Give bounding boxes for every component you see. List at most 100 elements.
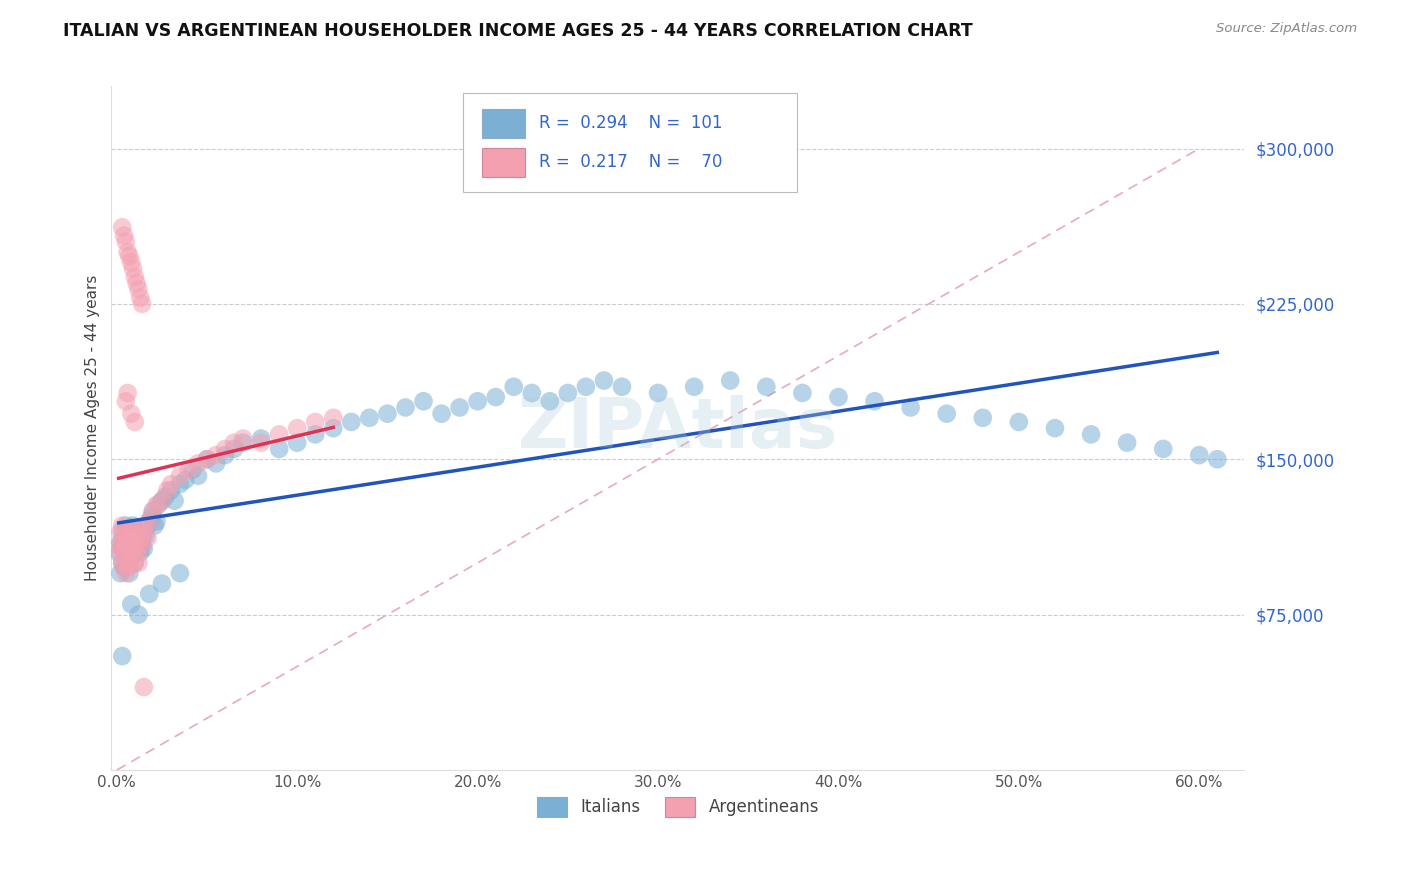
Italians — [520, 386, 543, 401]
Italians — [755, 380, 778, 394]
Italians — [139, 510, 162, 524]
Italians — [718, 374, 741, 388]
Argentineans — [160, 477, 183, 491]
Argentineans — [124, 269, 146, 284]
Argentineans — [112, 228, 135, 243]
Italians — [107, 545, 129, 559]
Italians — [1188, 448, 1211, 462]
Argentineans — [322, 410, 344, 425]
Italians — [145, 515, 167, 529]
Argentineans — [127, 556, 149, 570]
Argentineans — [136, 531, 159, 545]
Italians — [359, 410, 381, 425]
Italians — [138, 515, 160, 529]
Italians — [163, 493, 186, 508]
Argentineans — [138, 515, 160, 529]
Text: R =  0.294    N =  101: R = 0.294 N = 101 — [538, 114, 723, 132]
Argentineans — [115, 235, 138, 249]
Argentineans — [120, 539, 142, 553]
Argentineans — [214, 442, 236, 456]
Italians — [169, 477, 191, 491]
Argentineans — [115, 545, 138, 559]
Italians — [900, 401, 922, 415]
Argentineans — [124, 415, 146, 429]
Italians — [467, 394, 489, 409]
Italians — [972, 410, 994, 425]
Italians — [430, 407, 453, 421]
Y-axis label: Householder Income Ages 25 - 44 years: Householder Income Ages 25 - 44 years — [86, 275, 100, 582]
Italians — [110, 535, 132, 549]
Argentineans — [125, 524, 148, 539]
Argentineans — [132, 524, 155, 539]
Italians — [160, 483, 183, 498]
Argentineans — [222, 435, 245, 450]
Italians — [132, 524, 155, 539]
Argentineans — [111, 518, 134, 533]
Italians — [195, 452, 218, 467]
Text: R =  0.217    N =    70: R = 0.217 N = 70 — [538, 153, 721, 171]
Italians — [285, 435, 308, 450]
Italians — [136, 518, 159, 533]
Argentineans — [129, 291, 152, 305]
Italians — [117, 524, 139, 539]
Argentineans — [117, 531, 139, 545]
Italians — [557, 386, 579, 401]
Argentineans — [269, 427, 291, 442]
Italians — [593, 374, 616, 388]
Italians — [118, 531, 141, 545]
Italians — [150, 576, 173, 591]
Argentineans — [187, 457, 209, 471]
Argentineans — [111, 220, 134, 235]
Argentineans — [117, 556, 139, 570]
Italians — [304, 427, 326, 442]
Argentineans — [205, 448, 228, 462]
Italians — [827, 390, 849, 404]
Italians — [155, 490, 177, 504]
Argentineans — [285, 421, 308, 435]
Italians — [111, 648, 134, 663]
Text: ITALIAN VS ARGENTINEAN HOUSEHOLDER INCOME AGES 25 - 44 YEARS CORRELATION CHART: ITALIAN VS ARGENTINEAN HOUSEHOLDER INCOM… — [63, 22, 973, 40]
Argentineans — [120, 531, 142, 545]
Legend: Italians, Argentineans: Italians, Argentineans — [530, 790, 825, 823]
Italians — [120, 549, 142, 564]
Argentineans — [169, 468, 191, 483]
Argentineans — [118, 524, 141, 539]
Argentineans — [124, 531, 146, 545]
Italians — [143, 518, 166, 533]
Argentineans — [107, 539, 129, 553]
Argentineans — [118, 560, 141, 574]
Italians — [118, 566, 141, 581]
Italians — [122, 518, 145, 533]
Italians — [863, 394, 886, 409]
Italians — [683, 380, 706, 394]
Bar — [482, 109, 524, 137]
Italians — [129, 545, 152, 559]
Italians — [394, 401, 416, 415]
Argentineans — [195, 452, 218, 467]
Argentineans — [112, 531, 135, 545]
Italians — [124, 531, 146, 545]
Argentineans — [127, 282, 149, 296]
Argentineans — [111, 535, 134, 549]
Argentineans — [118, 249, 141, 263]
Argentineans — [117, 386, 139, 401]
Italians — [538, 394, 561, 409]
Italians — [502, 380, 524, 394]
Italians — [205, 457, 228, 471]
Argentineans — [122, 524, 145, 539]
Italians — [232, 435, 254, 450]
Italians — [647, 386, 669, 401]
Italians — [222, 442, 245, 456]
Italians — [792, 386, 814, 401]
Argentineans — [115, 394, 138, 409]
Italians — [120, 597, 142, 611]
Italians — [1206, 452, 1229, 467]
Italians — [340, 415, 363, 429]
Italians — [124, 556, 146, 570]
Argentineans — [125, 276, 148, 290]
Italians — [174, 473, 197, 487]
Italians — [150, 493, 173, 508]
Argentineans — [150, 493, 173, 508]
Argentineans — [142, 504, 165, 518]
Italians — [118, 541, 141, 556]
